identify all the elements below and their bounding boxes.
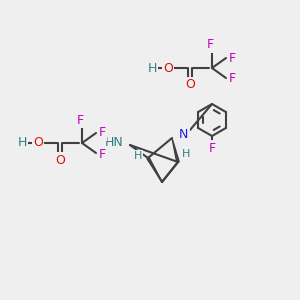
Text: F: F — [99, 127, 106, 140]
Text: F: F — [229, 52, 236, 64]
Text: O: O — [185, 79, 195, 92]
Text: F: F — [206, 38, 214, 52]
Text: F: F — [76, 113, 84, 127]
Text: F: F — [229, 73, 236, 85]
Text: H: H — [17, 136, 27, 149]
Text: H: H — [147, 61, 157, 74]
Text: F: F — [208, 142, 216, 154]
Text: N: N — [179, 128, 188, 140]
Polygon shape — [147, 158, 162, 182]
Text: O: O — [55, 154, 65, 166]
Polygon shape — [172, 138, 179, 162]
Text: F: F — [99, 148, 106, 160]
Text: H: H — [134, 151, 142, 161]
Text: HN: HN — [104, 136, 123, 149]
Text: H: H — [182, 149, 190, 159]
Text: O: O — [33, 136, 43, 149]
Text: O: O — [163, 61, 173, 74]
